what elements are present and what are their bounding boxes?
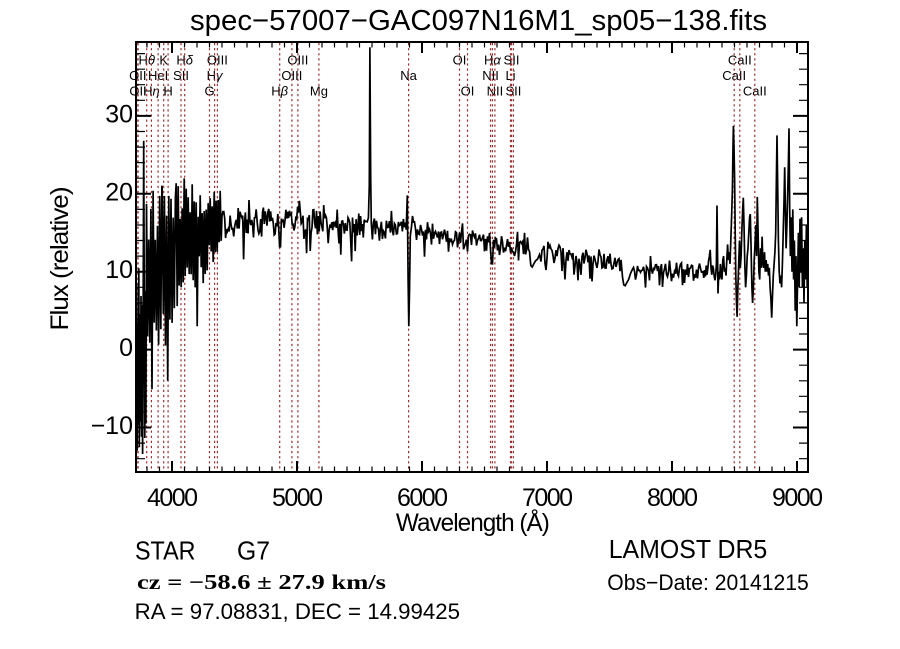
svg-text:6000: 6000	[397, 484, 447, 512]
svg-text:−10: −10	[91, 412, 133, 440]
svg-text:cz = −58.6 ± 27.9 km/s: cz = −58.6 ± 27.9 km/s	[137, 570, 386, 594]
svg-text:5000: 5000	[272, 484, 322, 512]
svg-text:Flux (relative): Flux (relative)	[46, 188, 74, 331]
svg-text:G7: G7	[237, 536, 270, 566]
svg-text:spec−57007−GAC097N16M1_sp05−13: spec−57007−GAC097N16M1_sp05−138.fits	[190, 5, 767, 37]
svg-text:7000: 7000	[522, 484, 572, 512]
svg-text:Hγ: Hγ	[207, 68, 224, 83]
svg-text:30: 30	[105, 100, 133, 128]
svg-text:0: 0	[119, 334, 133, 362]
svg-text:4000: 4000	[147, 484, 197, 512]
svg-text:STAR: STAR	[135, 536, 196, 566]
svg-text:9000: 9000	[772, 484, 822, 512]
svg-text:RA = 97.08831, DEC = 14.9942: RA = 97.08831, DEC = 14.99425	[135, 599, 460, 624]
svg-text:Obs−Date: 20141215: Obs−Date: 20141215	[607, 570, 808, 595]
svg-text:Wavelength (Å): Wavelength (Å)	[396, 507, 549, 537]
svg-text:8000: 8000	[647, 484, 697, 512]
svg-text:20: 20	[105, 178, 133, 206]
svg-text:10: 10	[105, 256, 133, 284]
svg-text:LAMOST DR5: LAMOST DR5	[609, 534, 768, 564]
